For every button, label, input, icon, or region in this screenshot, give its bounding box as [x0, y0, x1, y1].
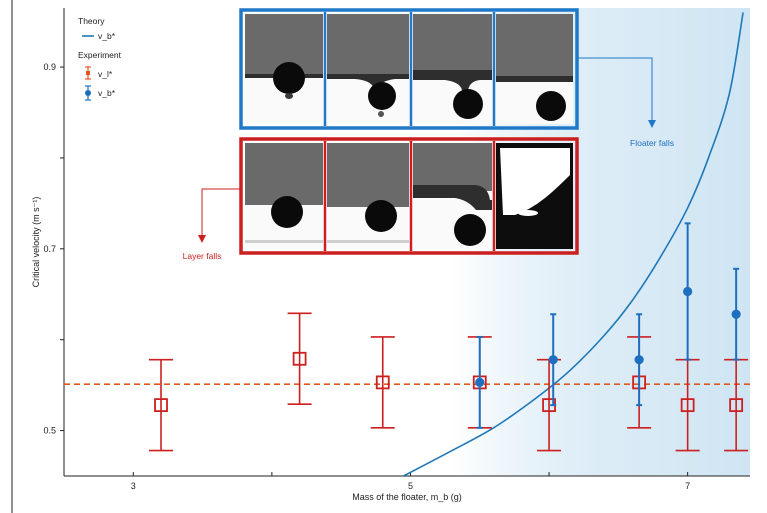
layer-falls-image-strip — [239, 137, 579, 255]
floater-falls-image-strip — [239, 8, 579, 130]
red-strip-frame — [239, 137, 579, 255]
vb-point-marker — [634, 355, 644, 365]
x-tick-label: 5 — [408, 481, 413, 491]
legend-blue-marker — [85, 90, 91, 96]
y-tick-label: 0.9 — [43, 62, 56, 72]
vl-point-marker — [292, 351, 307, 366]
y-axis-title: Critical velocity (m s⁻¹) — [31, 197, 41, 288]
layer-falls-arrow — [198, 188, 241, 243]
layer-falls-label: Layer falls — [183, 251, 222, 261]
theory-curve — [403, 12, 744, 476]
red-frame-1 — [245, 143, 323, 249]
vl-point-marker — [375, 375, 390, 390]
y-tick-label: 0.5 — [43, 426, 56, 436]
x-ticks: 3 5 7 — [131, 472, 690, 491]
red-frame-4 — [496, 143, 573, 249]
x-tick-label: 3 — [131, 481, 136, 491]
blue-strip-frame — [239, 8, 579, 130]
x-tick-label: 7 — [685, 481, 690, 491]
floater-falls-label: Floater falls — [630, 138, 674, 148]
vl-point-marker — [680, 398, 695, 413]
y-tick-label: 0.7 — [43, 244, 56, 254]
vb-point-marker — [683, 286, 693, 297]
blue-frame-2 — [327, 14, 409, 124]
vb-point-marker — [475, 377, 485, 387]
vl-point-marker — [154, 398, 168, 413]
legend-blue-item: v_b* — [98, 88, 116, 98]
blue-frame-1 — [245, 14, 323, 124]
red-frame-2 — [327, 143, 409, 249]
legend-theory-item: v_b* — [98, 31, 116, 41]
x-axis-title: Mass of the floater, m_b (g) — [352, 492, 462, 502]
blue-frame-3 — [413, 14, 492, 124]
legend-theory-heading: Theory — [78, 16, 105, 26]
floater-falls-arrow — [577, 57, 656, 128]
y-ticks: 0.5 0.7 0.9 — [43, 62, 64, 436]
red-frame-3 — [413, 143, 492, 249]
vb-point-marker — [548, 355, 558, 365]
legend-red-item: v_l* — [98, 69, 113, 79]
legend-red-marker — [86, 71, 90, 75]
vl-point-marker — [729, 398, 744, 413]
legend-experiment-heading: Experiment — [78, 50, 122, 60]
vb-point-marker — [731, 309, 741, 319]
legend: Theory v_b* Experiment v_l* v_b* — [78, 16, 122, 101]
series-vb — [475, 222, 741, 429]
blue-frame-4 — [496, 14, 573, 124]
